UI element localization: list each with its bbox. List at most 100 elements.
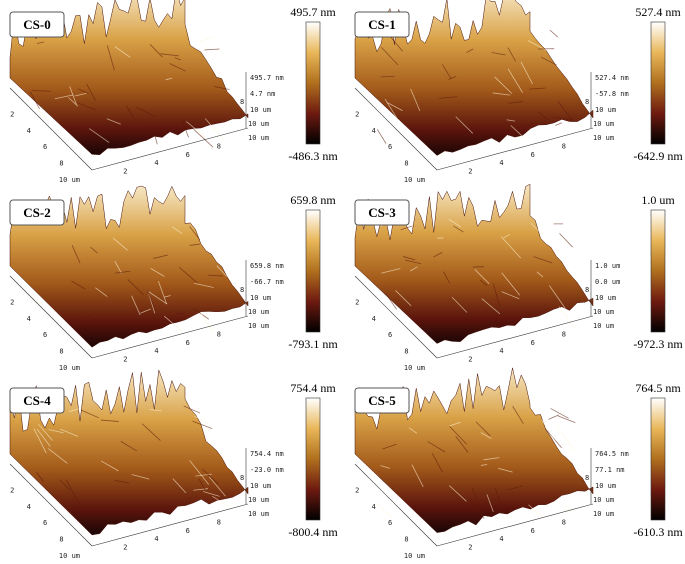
side-tick-label: 8 [585,286,589,294]
side-tick-label: 8 [240,286,244,294]
surface-texture [174,57,181,61]
surface-texture [507,68,524,93]
panel-label: CS-4 [23,393,51,408]
z-tick-label: -66.7 nm [250,278,284,286]
scale-min: -793.1 nm [288,337,338,351]
z-tick-label: 764.5 nm [595,450,629,458]
z-tick-label: 10 um [250,482,271,490]
y-tick-label: 6 [388,519,392,527]
scale-max: 1.0 um [641,193,675,207]
afm-panel: CS-0 2 4 6 8 10 um 2 4 6 8 10 um 495.7 nm 4.7 nm 10 u… [9,0,338,184]
surface-texture [115,270,131,274]
scale-min: -486.3 nm [288,149,338,163]
surface-texture [163,315,183,332]
panel-label: CS-3 [368,205,396,220]
scale-min: -610.3 nm [633,525,683,539]
label-box [354,199,410,226]
surface-texture [192,420,213,429]
surface-texture [395,290,412,307]
z-tick-label: 10 um [595,106,616,114]
axis-line [91,127,249,171]
z-tick-label: 527.4 nm [595,74,629,82]
surface-texture [183,405,201,414]
surface-texture [85,315,92,318]
surface-texture [141,423,161,441]
surface-texture [494,76,513,94]
surface-texture [506,119,516,122]
surface-texture [100,419,119,422]
x-tick-label: 6 [531,339,535,347]
surface-texture [382,443,397,450]
panel-label: CS-1 [368,17,395,32]
surface-texture [106,118,121,125]
surface-texture [376,129,387,144]
colorbar [650,397,666,521]
surface-texture [468,497,485,519]
surface-texture [193,488,209,491]
axis-line [436,503,594,547]
surface [354,0,594,156]
surface-texture [529,87,546,90]
surface-texture [140,308,151,314]
surface-texture [410,88,421,112]
side-tick-label: 8 [240,98,244,106]
surface-texture [408,427,418,434]
y-tick-label: 2 [10,298,14,306]
surface [354,367,594,533]
surface-texture [564,505,574,515]
y-tick-label: 4 [372,315,376,323]
side-tick-label: 10 um [248,308,269,316]
x-tick-label: 8 [562,142,566,150]
z-tick-label: 0.0 um [595,278,620,286]
surface-texture [448,218,461,228]
surface-texture [480,432,492,440]
surface-texture [451,296,468,313]
axis-line [436,127,594,171]
axis-line [91,503,249,547]
surface [9,185,249,348]
z-tick-label: 10 um [595,482,616,490]
surface-texture [507,485,523,491]
x-tick-label: 10 um [593,510,614,518]
surface [9,0,249,155]
surface-texture [33,428,47,454]
surface-texture [449,485,467,502]
y-tick-label: 4 [372,503,376,511]
surface-texture [550,408,569,419]
colorbar [305,209,321,333]
surface-texture [486,494,494,512]
x-tick-label: 6 [186,527,190,535]
surface-texture [384,98,398,119]
surface-texture [533,256,553,264]
side-tick-label: 8 [585,474,589,482]
y-tick-label: 4 [27,503,31,511]
surface-texture [528,504,544,518]
y-tick-label: 2 [10,110,14,118]
y-tick-label: 8 [404,536,408,544]
surface-texture [125,105,138,124]
surface-texture [204,48,220,51]
surface-texture [494,487,504,510]
surface-texture [466,48,474,54]
surface-texture [149,409,162,412]
x-tick-label: 8 [217,330,221,338]
y-tick-label: 4 [27,315,31,323]
surface-texture [199,36,213,43]
surface-texture [178,266,198,284]
surface-texture [449,426,468,445]
panel-label: CS-2 [23,205,50,220]
surface-texture [164,295,171,298]
x-tick-label: 2 [468,356,472,364]
scale-max: 659.8 nm [290,193,336,207]
surface-texture [530,222,544,236]
scale-min: -800.4 nm [288,525,338,539]
surface-texture [160,53,180,57]
y-tick-label: 8 [59,348,63,356]
surface-texture [86,83,96,102]
surface-texture [200,312,214,333]
x-tick-label: 8 [217,142,221,150]
side-tick-label: 10 um [593,308,614,316]
x-tick-label: 4 [154,535,158,543]
surface-texture [120,440,137,452]
